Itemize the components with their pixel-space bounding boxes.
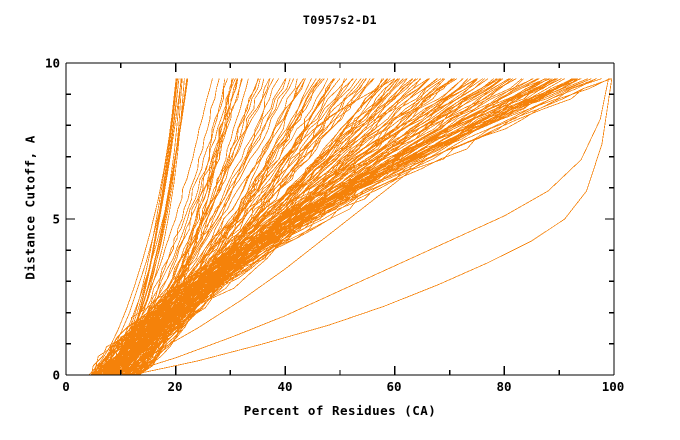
x-tick-label-80: 80 bbox=[496, 379, 512, 394]
y-tick-label-5: 5 bbox=[52, 211, 60, 227]
y-tick-label-0: 0 bbox=[52, 367, 60, 383]
x-tick-label-40: 40 bbox=[277, 379, 293, 394]
x-tick-label-100: 100 bbox=[601, 379, 625, 394]
x-tick-label-0: 0 bbox=[62, 379, 70, 394]
page-title: T0957s2-D1 bbox=[302, 13, 378, 27]
x-tick-label-60: 60 bbox=[386, 379, 402, 394]
curve-series-group bbox=[88, 78, 613, 376]
axis-frame-group bbox=[65, 62, 615, 376]
x-axis-label: Percent of Residues (CA) bbox=[243, 403, 437, 418]
y-axis-label: Distance Cutoff, A bbox=[22, 135, 38, 280]
x-tick-label-20: 20 bbox=[167, 379, 183, 394]
y-tick-label-10: 10 bbox=[44, 55, 60, 71]
